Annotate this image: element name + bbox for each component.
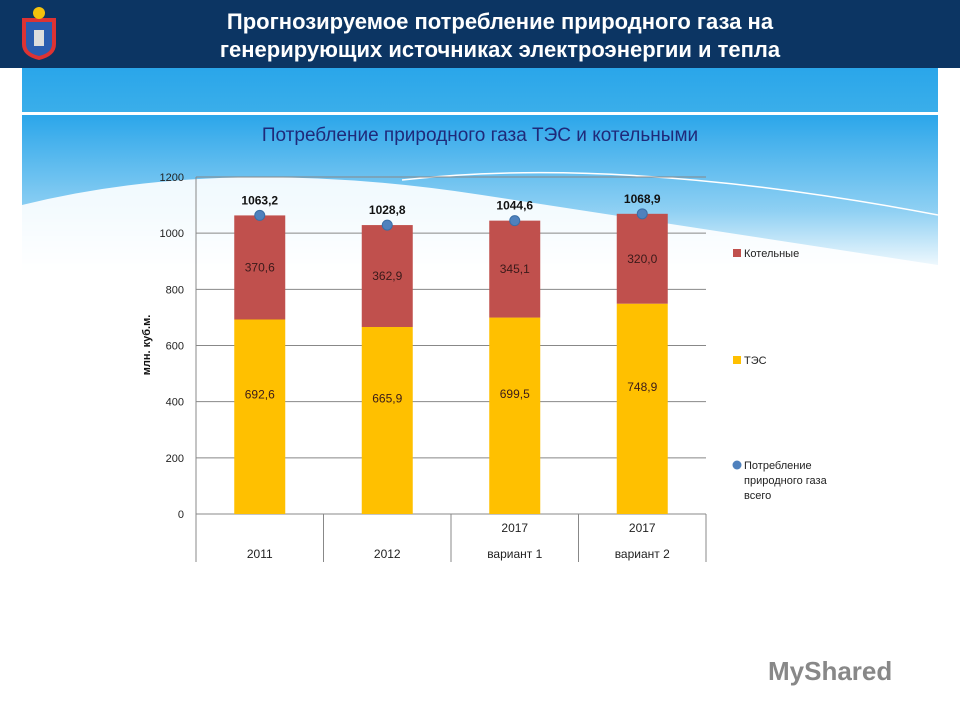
data-label: 748,9	[627, 380, 657, 394]
legend-marker	[733, 356, 741, 364]
header-bar	[0, 0, 960, 68]
total-point	[636, 208, 648, 220]
chart-title: Потребление природного газа ТЭС и котель…	[261, 125, 699, 146]
title-line-2: генерирующих источниках электроэнергии и…	[219, 37, 781, 62]
coat-of-arms-logo	[22, 7, 56, 60]
slide-title: Прогнозируемое потребление природного га…	[120, 8, 880, 64]
y-tick-label: 600	[166, 341, 184, 353]
bar-boilers	[616, 213, 668, 304]
y-tick-label: 1000	[160, 228, 184, 240]
title-line-1: Прогнозируемое потребление природного га…	[226, 9, 774, 34]
data-label: 362,9	[372, 269, 402, 283]
y-tick-label: 400	[166, 397, 184, 409]
x-tick-label: 2017	[629, 521, 656, 535]
legend-label: Котельные	[744, 248, 799, 260]
bar-tes	[234, 319, 286, 514]
data-label: 665,9	[372, 391, 402, 405]
y-tick-label: 0	[178, 509, 184, 521]
x-tick-label: 2012	[374, 547, 401, 561]
y-axis-label: млн. куб.м.	[141, 315, 153, 376]
legend-label: природного газа	[744, 475, 828, 487]
x-tick-label: вариант 1	[487, 547, 542, 561]
y-tick-label: 1200	[160, 172, 184, 184]
x-tick-label: вариант 2	[615, 547, 670, 561]
total-point	[509, 215, 521, 227]
legend-marker	[733, 249, 741, 257]
total-label: 1068,9	[624, 192, 661, 206]
bar-tes	[616, 303, 668, 514]
watermark: MyShared	[768, 656, 893, 686]
total-point	[254, 209, 266, 221]
legend-label: ТЭС	[744, 355, 767, 367]
bar-boilers	[489, 220, 541, 318]
data-label: 370,6	[245, 260, 275, 274]
y-tick-label: 200	[166, 453, 184, 465]
total-point	[381, 219, 393, 231]
total-label: 1028,8	[369, 203, 406, 217]
decor-band	[22, 68, 938, 112]
bar-boilers	[361, 225, 413, 327]
data-label: 692,6	[245, 388, 275, 402]
legend-label: всего	[744, 490, 771, 502]
legend-marker	[732, 460, 742, 470]
data-label: 345,1	[500, 262, 530, 276]
total-label: 1044,6	[496, 199, 533, 213]
bar-tes	[489, 317, 541, 514]
total-label: 1063,2	[241, 193, 278, 207]
legend-label: Потребление	[744, 460, 812, 472]
bar-boilers	[234, 215, 286, 320]
x-tick-label: 2011	[247, 547, 273, 561]
data-label: 320,0	[627, 252, 657, 266]
data-label: 699,5	[500, 387, 530, 401]
bar-tes	[361, 326, 413, 514]
y-tick-label: 800	[166, 284, 184, 296]
x-tick-label: 2017	[501, 521, 528, 535]
